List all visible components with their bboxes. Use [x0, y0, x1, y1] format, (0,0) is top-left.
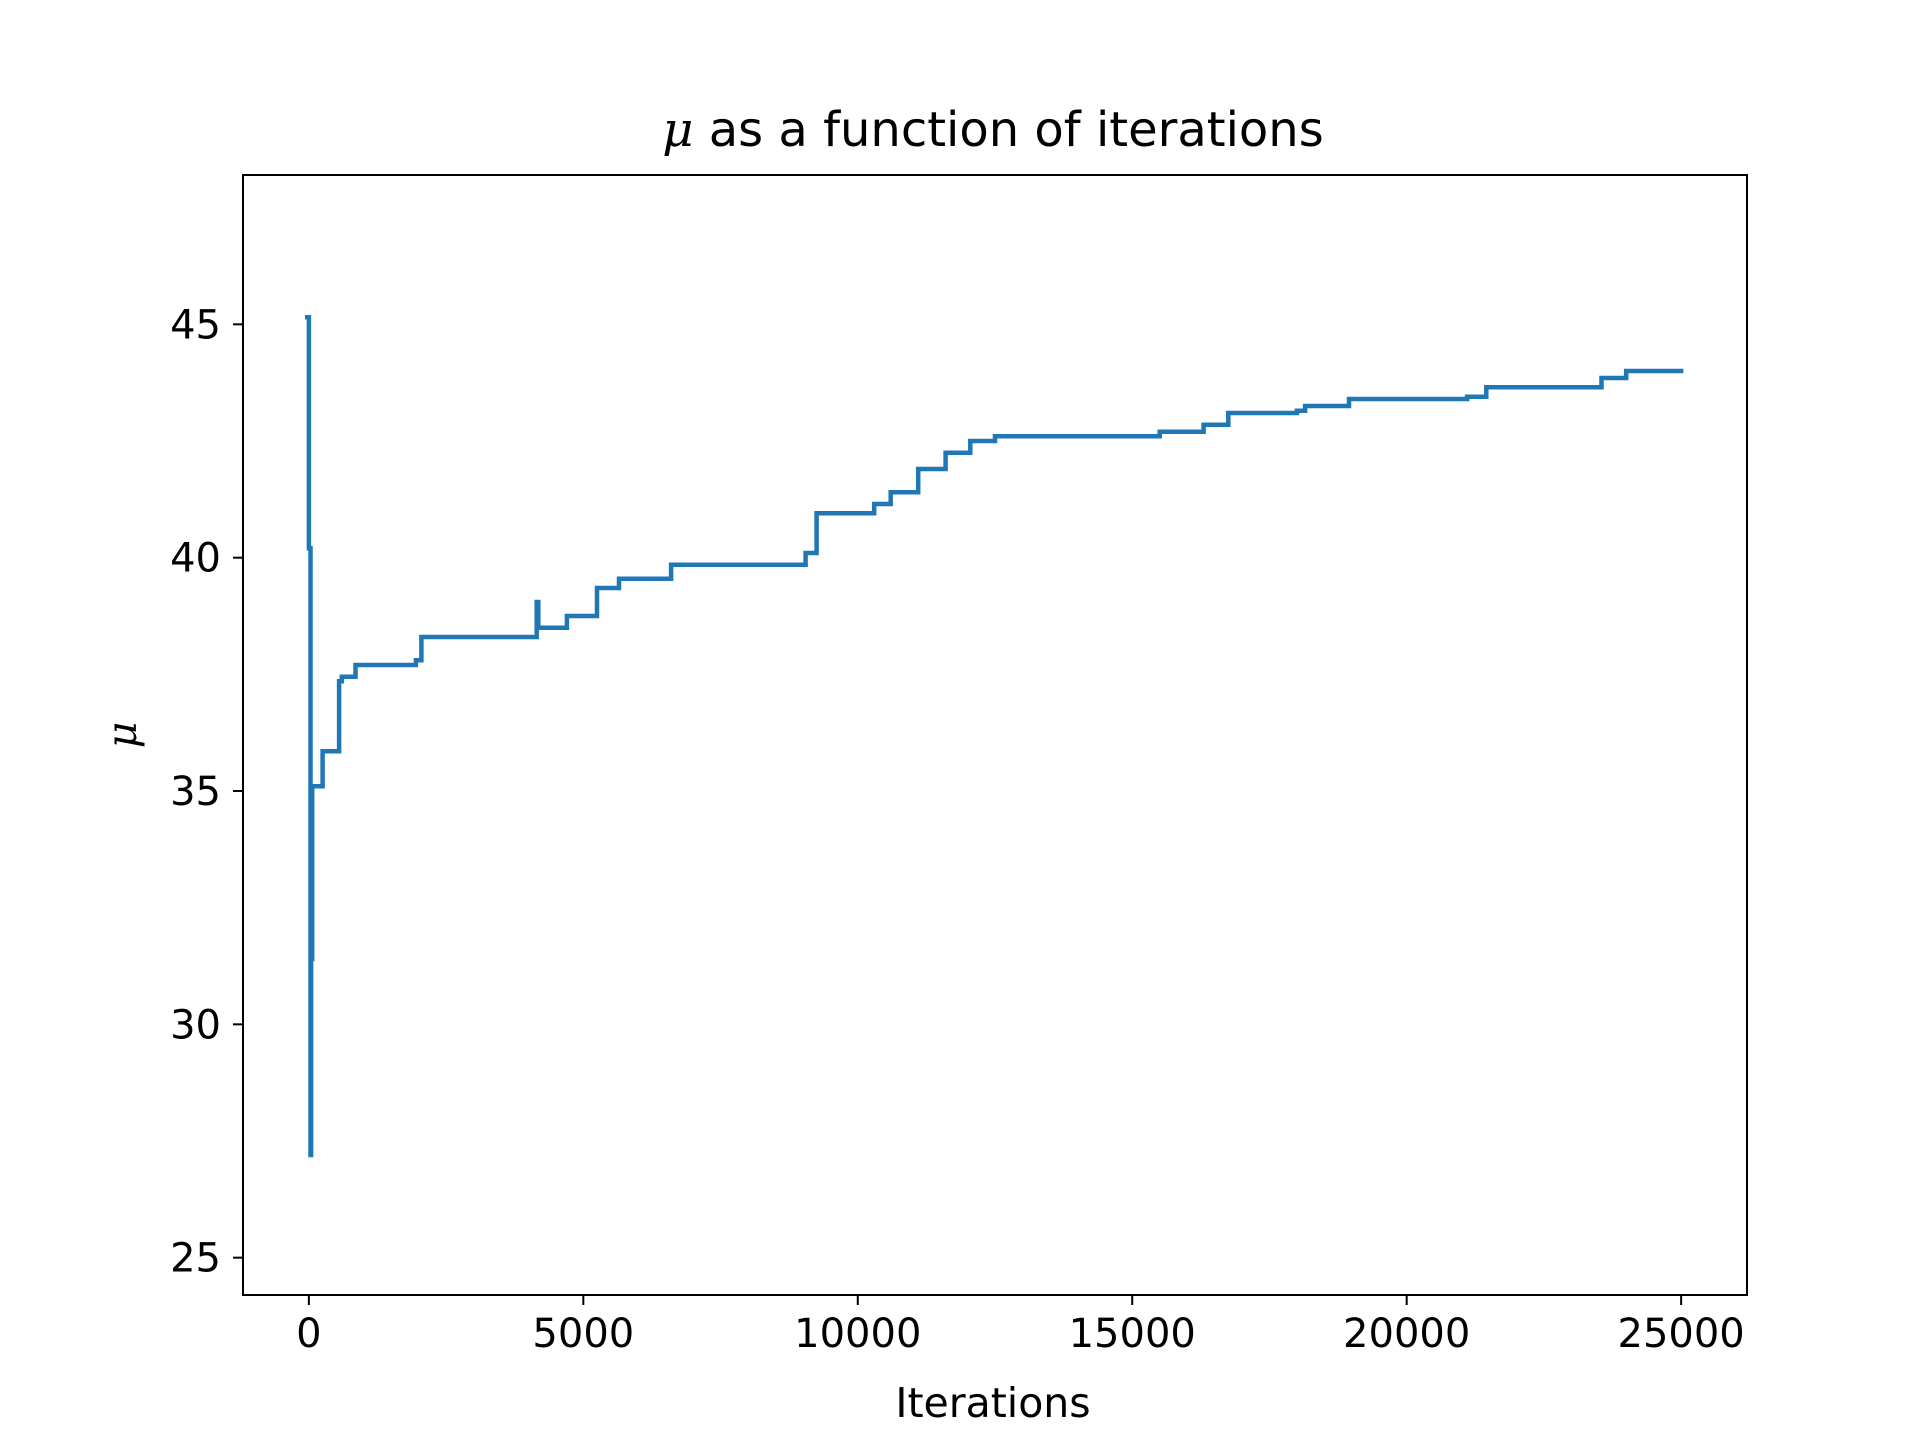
x-axis-ticks: 0 5000 10000 15000 20000 25000	[296, 1295, 1745, 1357]
y-tick-label: 30	[170, 1002, 221, 1048]
y-axis-label: μ	[98, 722, 146, 749]
x-tick-label: 0	[296, 1311, 321, 1357]
x-tick-label: 5000	[532, 1311, 634, 1357]
x-tick-label: 10000	[794, 1311, 921, 1357]
plot-area	[242, 174, 1748, 1296]
y-tick-label: 35	[170, 769, 221, 815]
y-tick-label: 25	[170, 1236, 221, 1282]
x-tick-label: 20000	[1343, 1311, 1470, 1357]
chart-title-symbol: μ	[662, 102, 693, 158]
y-tick-label: 45	[170, 302, 221, 348]
x-tick-label: 15000	[1069, 1311, 1196, 1357]
chart-title-text: as a function of iterations	[693, 102, 1323, 158]
y-axis-ticks: 25 30 35 40 45	[170, 302, 243, 1282]
x-tick-label: 25000	[1618, 1311, 1745, 1357]
x-axis-label: Iterations	[895, 1379, 1090, 1427]
y-tick-label: 40	[170, 536, 221, 582]
series-line-1	[304, 315, 1684, 1158]
series-layer	[304, 315, 1684, 1158]
chart-title: μ as a function of iterations	[662, 102, 1323, 158]
axes-frame	[242, 174, 1748, 1296]
